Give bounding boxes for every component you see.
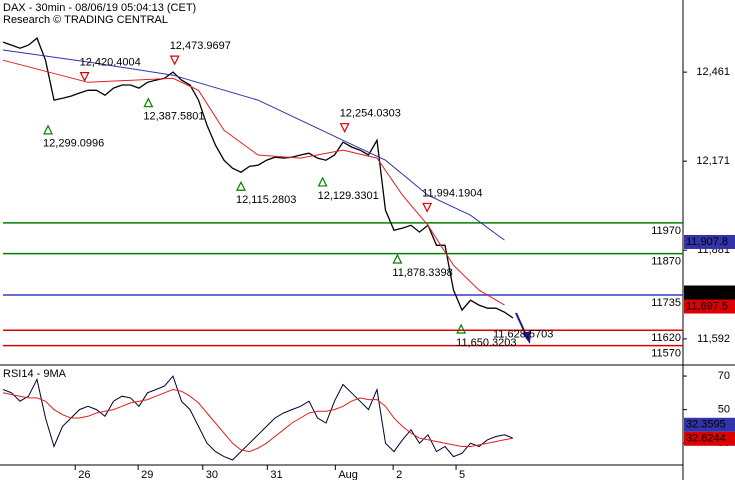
y-tick-label: 11,592 [697,333,730,345]
x-tick-label: 26 [78,469,90,480]
price-box [684,285,735,300]
pivot-marker [169,55,180,66]
y-tick-label: 70 [718,370,730,382]
pivot-label: 12,473.9697 [170,40,231,52]
price-box-label: 11,658.5 [686,286,728,298]
pivot-label: 11,878.3398 [392,267,452,279]
pivot-marker [422,202,433,213]
series-line [2,49,505,241]
x-tick-label: Aug [338,469,358,480]
pivot-label: 12,115.2803 [236,194,296,206]
panel-title: RSI14 - 9MA [3,368,67,380]
pivot-marker [456,323,467,334]
pivot-marker [236,180,246,191]
pivot-label: 11,650.3203 [456,337,516,349]
arrow-head [522,331,531,344]
y-tick-label: 12,171 [696,155,730,167]
y-tick-label: 50 [718,404,730,416]
x-tick-label: 31 [270,469,282,480]
series-line [2,59,505,306]
pivot-marker [339,123,350,134]
price-box-label: 11,907.8 [686,236,728,248]
series-line [2,388,514,453]
pivot-label: 12,420.4004 [80,57,141,69]
x-tick-label: 29 [141,469,153,480]
price-box [684,299,735,314]
chart-subtitle: Research © TRADING CENTRAL [3,14,168,26]
chart-title: DAX - 30min - 08/06/19 05:04:13 (CET) [3,2,196,14]
pivot-label: 12,129.3301 [318,190,379,202]
level-label: 11870 [651,255,681,267]
price-box-label: 32.3595 [686,419,726,431]
level-label: 11570 [651,348,681,360]
target-label: 11,628.5703 [493,329,553,341]
pivot-marker [79,72,90,82]
pivot-marker [43,124,54,135]
x-tick-label: 2 [396,469,402,480]
series-line [2,375,514,461]
x-tick-label: 30 [206,469,218,480]
level-label: 11970 [651,225,681,237]
pivot-label: 12,254.0303 [340,108,401,120]
price-box [684,417,735,432]
pivot-marker [143,97,154,108]
level-label: 11735 [651,297,681,309]
y-tick-label: 12,461 [696,66,730,78]
pivot-marker [317,176,328,187]
pivot-label: 11,994.1904 [422,187,482,199]
level-label: 11620 [651,332,681,344]
price-box-label: 11,697.5 [686,300,728,312]
price-box-label: 32.6244 [686,433,726,445]
x-tick-label: 5 [459,469,465,480]
pivot-label: 12,387.5801 [143,111,204,123]
price-box [684,431,735,446]
pivot-label: 12,299.0996 [43,138,104,150]
pivot-marker [392,253,403,264]
price-box [684,234,735,249]
